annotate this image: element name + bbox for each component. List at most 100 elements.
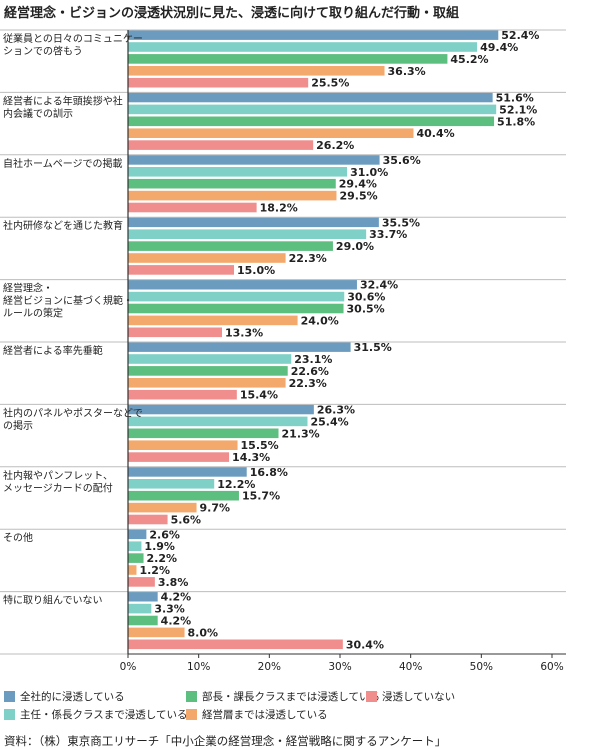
value-label: 8.0% (188, 626, 219, 639)
category-label: その他 (3, 531, 33, 544)
value-label: 14.3% (232, 451, 270, 464)
value-label: 31.0% (350, 166, 388, 179)
value-label: 12.2% (217, 478, 255, 491)
bar (128, 303, 344, 314)
category-label: 経営理念・経営ビジョンに基づく規範・ルールの策定 (3, 282, 133, 320)
value-label: 32.4% (360, 279, 398, 292)
value-label: 15.4% (240, 389, 278, 402)
bar (128, 565, 137, 575)
value-label: 13.3% (225, 326, 263, 339)
legend-label: 浸透していない (382, 691, 456, 703)
x-tick-label: 10% (187, 661, 210, 673)
x-tick-label: 30% (328, 661, 351, 673)
bar (128, 327, 222, 338)
value-label: 30.5% (347, 303, 385, 316)
legend-swatch (4, 691, 15, 702)
bar (128, 541, 142, 551)
bar (128, 178, 336, 189)
bar (128, 627, 185, 638)
bar (128, 467, 247, 477)
category-labels-group: 従業員との日々のコミュニケーションでの啓もう経営者による年頭挨拶や社内会議での訓… (3, 32, 143, 607)
x-tick-label: 60% (540, 661, 563, 673)
value-label: 9.7% (200, 502, 231, 515)
legend-item-5: 浸透していない (366, 689, 455, 704)
value-label: 3.8% (158, 576, 189, 589)
bar (128, 404, 314, 415)
bar (128, 241, 333, 251)
value-label: 25.4% (310, 415, 348, 428)
value-label: 25.5% (311, 77, 349, 90)
bar (128, 167, 348, 177)
bar (128, 615, 158, 626)
value-label: 18.2% (260, 202, 298, 215)
legend-swatch (4, 709, 15, 720)
legend-item-2: 主任・係長クラスまで浸透している (4, 707, 187, 722)
value-label: 33.7% (369, 228, 407, 241)
value-label: 23.1% (294, 353, 332, 366)
bar (128, 452, 230, 462)
bars-group (128, 30, 499, 650)
legend-swatch (186, 691, 197, 702)
value-label: 2.2% (147, 552, 178, 565)
x-tick-label: 50% (470, 661, 493, 673)
legend-item-3: 部長・課長クラスまでは浸透している (186, 689, 380, 704)
value-label: 36.3% (388, 65, 426, 78)
bar (128, 155, 380, 165)
bar (128, 366, 288, 376)
bar (128, 378, 286, 388)
bar (128, 603, 152, 614)
bar (128, 354, 292, 364)
bar (128, 529, 147, 540)
bar (128, 66, 385, 76)
bar (128, 440, 238, 450)
value-label: 4.2% (161, 591, 192, 604)
value-label: 1.9% (144, 540, 175, 553)
bar (128, 428, 279, 439)
value-label: 30.4% (346, 638, 384, 651)
bar (128, 77, 309, 88)
category-label: 社内のパネルやポスターなどでの掲示 (3, 406, 143, 432)
bar (128, 490, 239, 501)
bar (128, 128, 414, 138)
bar-chart: 52.4%49.4%45.2% 36.3% 25.5% 51.6%52.1%51.8%… (0, 29, 566, 673)
bar (128, 229, 367, 239)
category-label: 経営者による率先垂範 (3, 344, 103, 357)
value-label: 45.2% (450, 53, 488, 66)
legend-label: 部長・課長クラスまでは浸透している (202, 691, 380, 703)
bar (128, 315, 298, 326)
value-label: 30.6% (347, 291, 385, 304)
bar (128, 140, 314, 150)
value-label: 24.0% (301, 314, 339, 327)
bar (128, 190, 337, 201)
bar (128, 479, 215, 489)
legend-label: 主任・係長クラスまで浸透している (20, 709, 188, 721)
category-label: 自社ホームページでの掲載 (3, 157, 123, 170)
value-label: 51.6% (496, 92, 534, 105)
bar (128, 92, 493, 103)
value-label: 29.5% (339, 190, 377, 203)
legend-swatch (186, 709, 197, 720)
category-label: 特に取り組んでいない (3, 594, 103, 607)
legend-item-4: 経営層までは浸透している (186, 707, 328, 722)
bar (128, 253, 286, 263)
x-axis: 0% 10% 20% 30% 40% 50% 60% (0, 29, 566, 673)
value-label: 22.3% (289, 377, 327, 390)
value-label: 5.6% (171, 514, 202, 527)
legend-swatch (366, 691, 377, 702)
bar (128, 416, 308, 427)
bar (128, 265, 234, 275)
value-label: 21.3% (282, 427, 320, 440)
value-label: 26.2% (316, 139, 354, 152)
category-label: 経営者による年頭挨拶や社内会議での訓示 (3, 94, 123, 120)
category-label: 従業員との日々のコミュニケーションでの啓もう (3, 32, 143, 58)
bar (128, 639, 343, 650)
bar (128, 291, 345, 302)
value-label: 40.4% (416, 127, 454, 140)
value-label: 15.5% (241, 439, 279, 452)
bar (128, 279, 357, 290)
source-note: 資料：（株）東京商工リサーチ「中小企業の経営理念・経営戦略に関するアンケート」 (4, 734, 447, 748)
value-label: 35.6% (383, 154, 421, 167)
legend-label: 経営層までは浸透している (202, 709, 328, 721)
value-label: 3.3% (154, 603, 185, 616)
value-label: 22.6% (291, 365, 329, 378)
